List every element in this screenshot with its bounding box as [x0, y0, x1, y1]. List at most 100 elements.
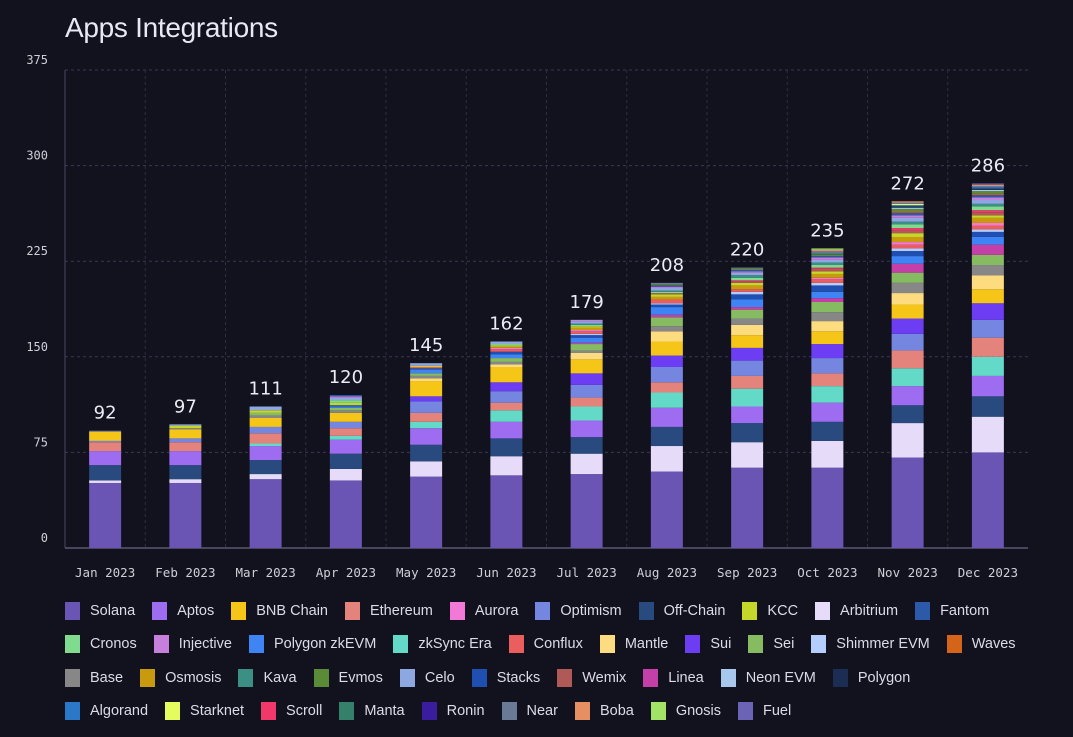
bar-segment-injective: [891, 215, 924, 218]
legend-item[interactable]: Celo: [399, 668, 455, 687]
legend-label: Conflux: [533, 636, 583, 653]
bar-segment-base: [329, 410, 362, 413]
legend-label: Neon EVM: [745, 669, 816, 686]
legend-item[interactable]: Wemix: [557, 668, 626, 687]
legend-item[interactable]: Mantle: [599, 635, 668, 654]
legend-swatch: [313, 668, 329, 687]
bar-segment-injective: [811, 257, 844, 260]
bar-segment-near: [731, 267, 764, 269]
legend-swatch: [643, 668, 659, 687]
legend-item[interactable]: Ethereum: [344, 601, 433, 620]
legend-swatch: [748, 635, 764, 654]
legend-item[interactable]: BNB Chain: [231, 601, 328, 620]
legend-item[interactable]: Conflux: [508, 635, 583, 654]
bar-segment-gnosis: [811, 248, 844, 250]
legend-item[interactable]: Cronos: [65, 635, 137, 654]
bar-segment-solana: [329, 480, 362, 548]
bar-segment-algorand: [971, 187, 1004, 189]
legend-item[interactable]: Waves: [946, 635, 1016, 654]
bar-segment-celo: [891, 217, 924, 222]
legend-item[interactable]: Starknet: [165, 702, 244, 721]
bar-segment-mantle: [650, 331, 683, 342]
legend-label: Kava: [263, 669, 297, 686]
legend-item[interactable]: Algorand: [65, 702, 148, 721]
legend-item[interactable]: Optimism: [535, 601, 622, 620]
bar-segment-kcc: [249, 410, 282, 413]
bar-segment-arbitrium: [169, 479, 202, 483]
legend-item[interactable]: Linea: [643, 668, 704, 687]
bar-segment-off-chain: [811, 421, 844, 441]
legend-row: Algorand Starknet Scroll Manta Ronin Near Boba…: [65, 695, 1065, 729]
x-tick-label: Nov 2023: [878, 565, 938, 580]
bar-segment-aptos: [410, 428, 443, 445]
legend-item[interactable]: Ronin: [421, 702, 485, 721]
bar-segment-solana: [971, 452, 1004, 548]
bar-segment-aurora: [811, 277, 844, 280]
legend-item[interactable]: Injective: [153, 635, 232, 654]
legend-item[interactable]: Off-Chain: [638, 601, 726, 620]
legend-label: Solana: [90, 602, 136, 619]
bar-segment-cronos: [731, 277, 764, 281]
legend-item[interactable]: Fantom: [915, 601, 989, 620]
bar-segment-off-chain: [891, 405, 924, 424]
bar-segment-kcc: [650, 294, 683, 297]
legend-swatch: [737, 702, 753, 721]
legend-item[interactable]: Scroll: [261, 702, 322, 721]
legend-label: Ronin: [446, 703, 485, 720]
legend-item[interactable]: Kava: [238, 668, 297, 687]
legend-item[interactable]: Boba: [574, 702, 634, 721]
legend-item[interactable]: Aptos: [152, 601, 214, 620]
legend-item[interactable]: Solana: [65, 601, 136, 620]
bar-stack: [811, 248, 844, 548]
legend-item[interactable]: Manta: [339, 702, 405, 721]
bar-segment-fuel: [971, 183, 1004, 185]
bar-segment-osmosis: [971, 217, 1004, 223]
legend-label: Polygon zkEVM: [273, 636, 377, 653]
legend-swatch: [650, 702, 666, 721]
legend-item[interactable]: Fuel: [737, 702, 791, 721]
legend-item[interactable]: Near: [501, 702, 558, 721]
legend-item[interactable]: Gnosis: [650, 702, 721, 721]
legend-label: Cronos: [90, 636, 137, 653]
legend-swatch: [535, 601, 551, 620]
bar-segment-sui: [731, 347, 764, 361]
bar-segment-aurora: [570, 330, 603, 332]
legend-item[interactable]: Aurora: [449, 601, 518, 620]
legend-label: Off-Chain: [663, 602, 726, 619]
legend-item[interactable]: Polygon: [832, 668, 910, 687]
bar-total-label: 111: [248, 379, 282, 400]
legend-item[interactable]: Neon EVM: [720, 668, 816, 687]
legend-item[interactable]: Base: [65, 668, 123, 687]
bar-segment-aurora: [490, 347, 523, 350]
bar-segment-kava: [811, 262, 844, 266]
legend-item[interactable]: Osmosis: [140, 668, 221, 687]
bar-segment-wemix: [811, 268, 844, 272]
bar-segment-wemix: [891, 230, 924, 234]
bar-segment-stacks: [811, 285, 844, 292]
legend-label: Gnosis: [675, 703, 721, 720]
bar-segment-zksync-era: [410, 421, 443, 429]
legend-item[interactable]: Stacks: [471, 668, 540, 687]
legend-label: Celo: [424, 669, 455, 686]
bar-segment-shimmer-evm: [811, 282, 844, 286]
legend-item[interactable]: KCC: [742, 601, 798, 620]
bar-segment-polygon: [971, 188, 1004, 190]
legend-item[interactable]: Polygon zkEVM: [248, 635, 377, 654]
bar-segment-bnb-chain: [89, 432, 122, 441]
bar-segment-mantle: [490, 364, 523, 367]
legend-swatch: [339, 702, 355, 721]
legend-label: Evmos: [338, 669, 383, 686]
legend-swatch: [231, 601, 247, 620]
legend-item[interactable]: zkSync Era: [393, 635, 492, 654]
legend-item[interactable]: Sei: [748, 635, 794, 654]
bar-segment-optimism: [329, 421, 362, 429]
bar-segment-scroll: [891, 228, 924, 231]
legend-item[interactable]: Evmos: [313, 668, 383, 687]
legend-item[interactable]: Shimmer EVM: [811, 635, 930, 654]
bar-segment-zksync-era: [329, 435, 362, 440]
bar-segment-solana: [570, 474, 603, 548]
bar-segment-conflux: [971, 225, 1004, 230]
legend-item[interactable]: Arbitrium: [815, 601, 898, 620]
y-tick-label: 300: [26, 149, 48, 163]
legend-item[interactable]: Sui: [685, 635, 731, 654]
